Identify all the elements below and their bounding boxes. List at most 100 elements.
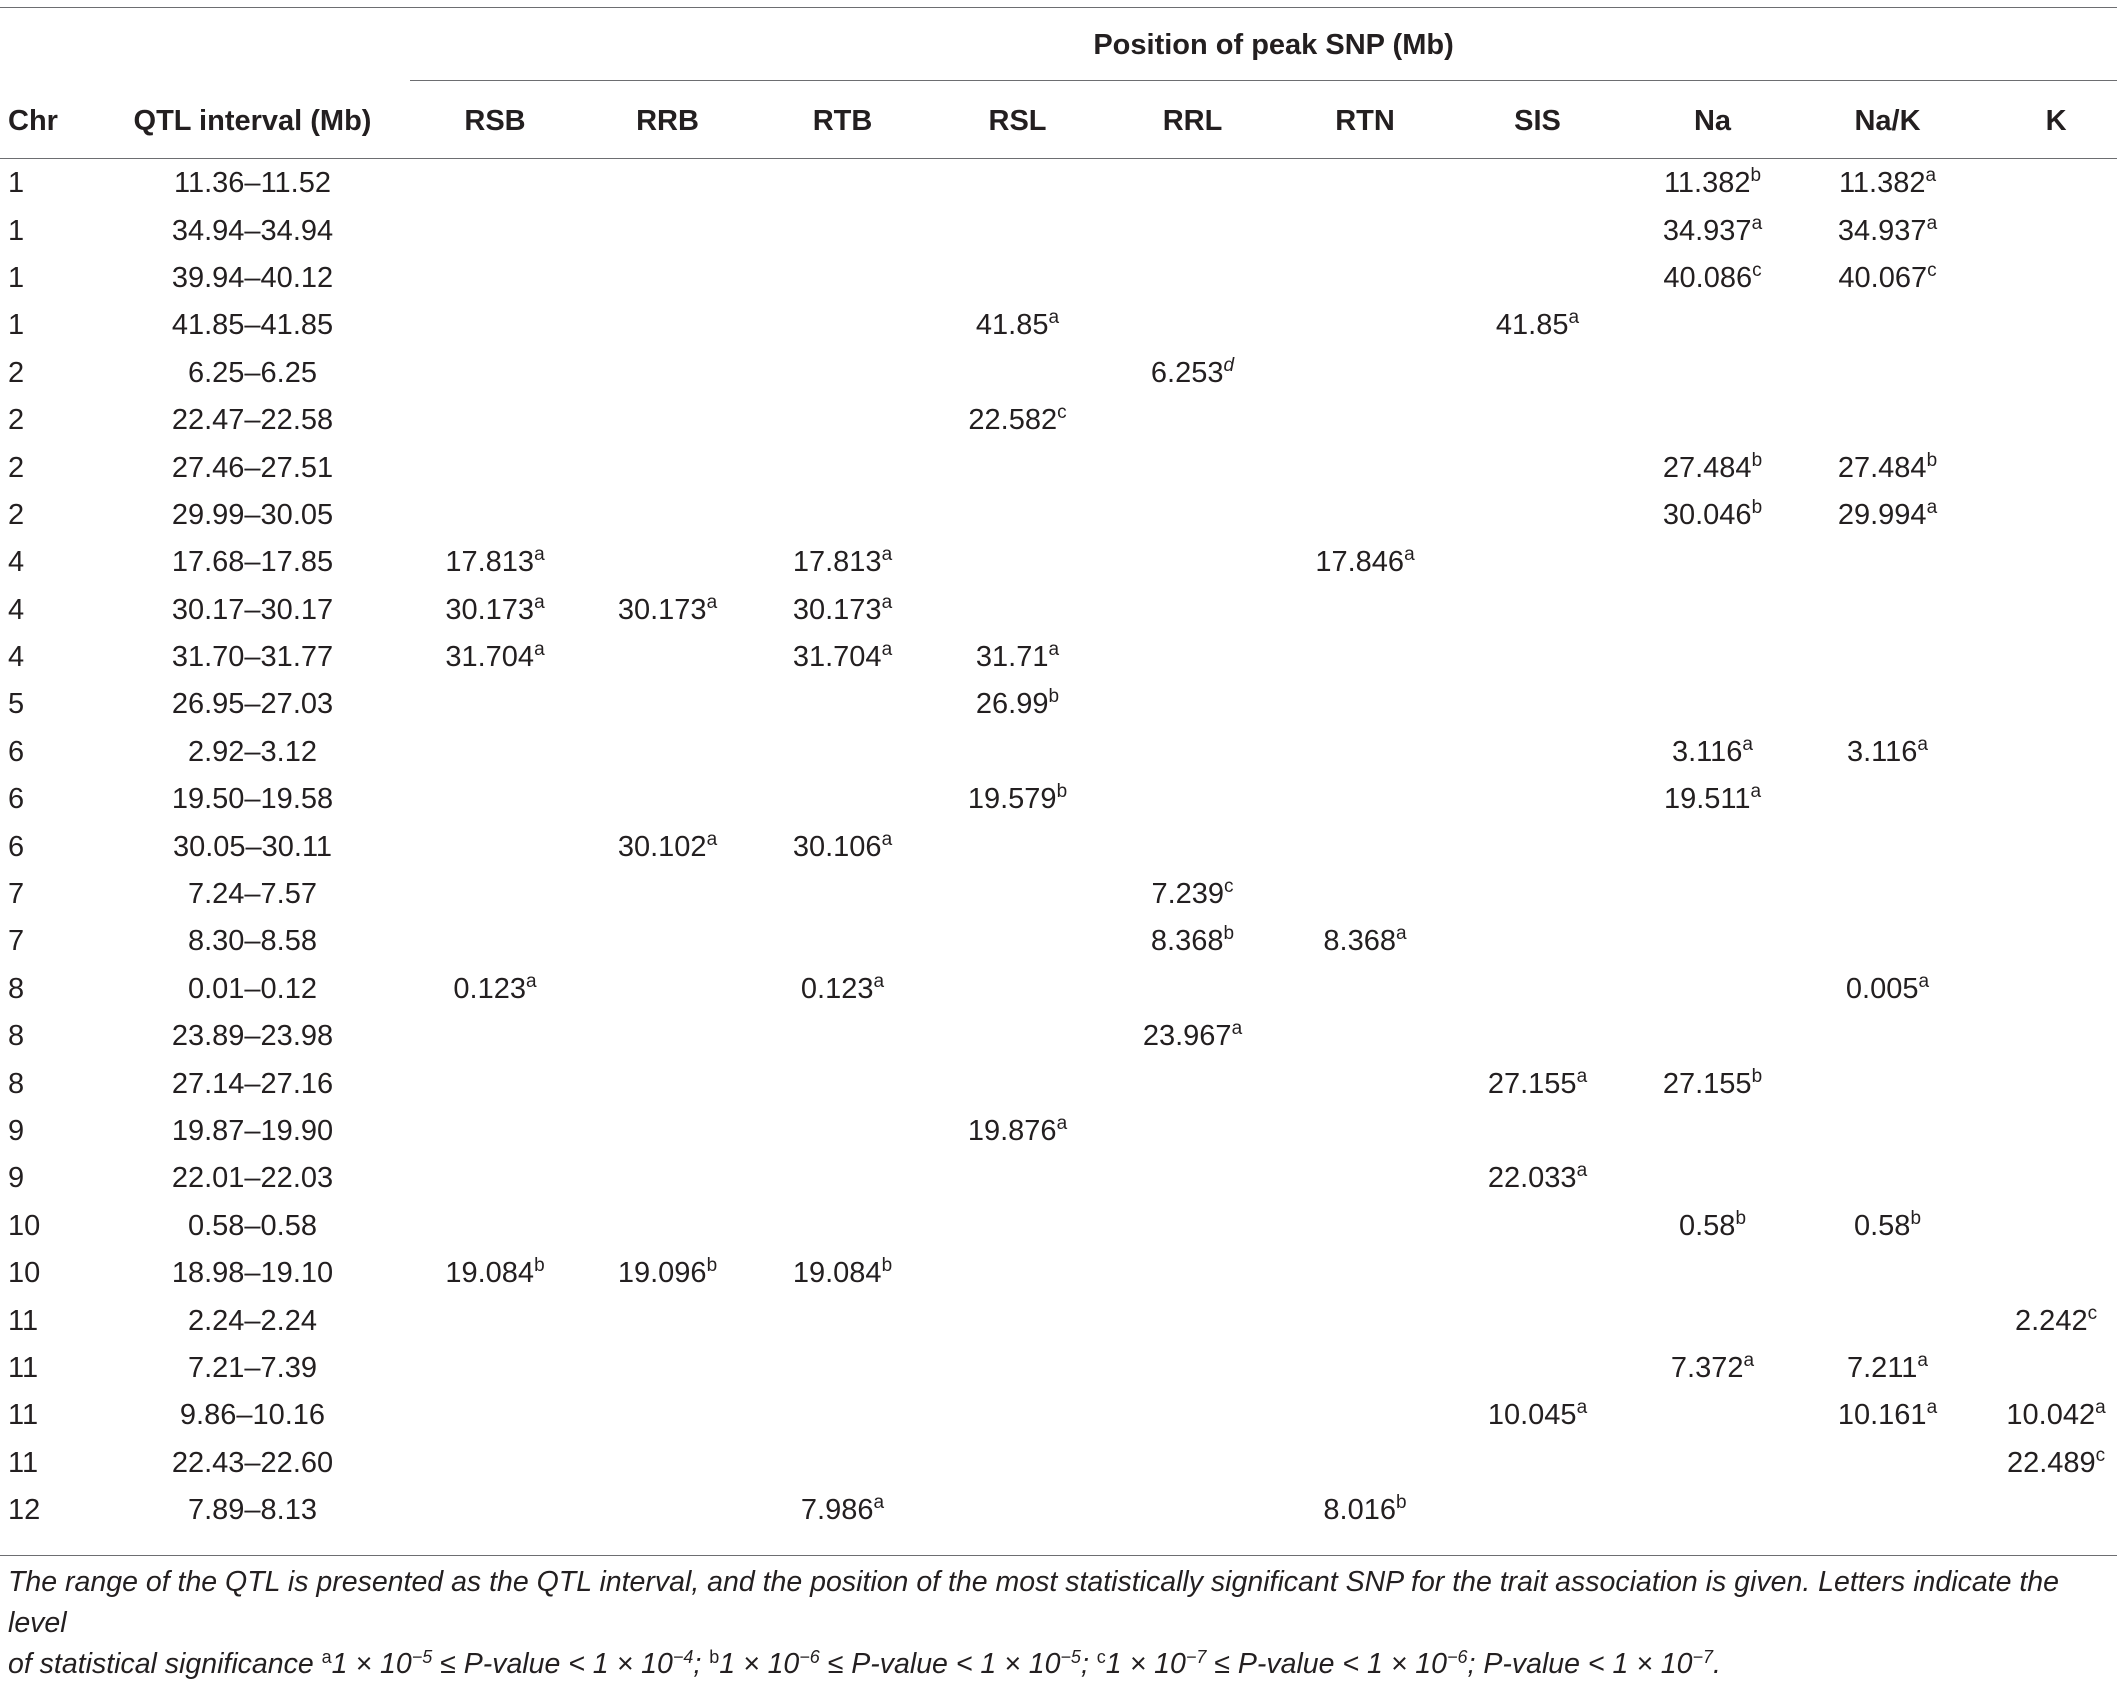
significance-letter: b [1056,781,1068,803]
table-row: 2 22.47–22.58 22.582c [0,397,2117,444]
cell-na [1625,1392,1800,1439]
cell-rsl [930,350,1105,397]
cell-rtn [1280,966,1450,1013]
significance-letter: a [1926,1397,1938,1419]
cell-qtl-interval: 27.14–27.16 [171,1067,334,1100]
cell-rrl [1105,823,1280,870]
significance-letter: c [1927,259,1937,281]
cell-rrl [1105,1250,1280,1297]
significance-letter: a [534,639,545,661]
significance-letter: a [1918,970,1930,992]
cell-na [1625,539,1800,586]
cell-rtb [755,776,930,823]
cell-sis [1450,1487,1625,1534]
cell-rrl [1105,634,1280,681]
significance-letter: a [1742,733,1753,755]
significance-letter: a [534,591,545,613]
significance-letter: b [1910,1207,1922,1229]
cell-chr: 11 [8,1304,39,1337]
cell-rsl [930,160,1105,207]
cell-rsl [930,587,1105,634]
table-row: 1 39.94–40.12 40.086c 40.067c [0,255,2117,302]
cell-rrb [580,1013,755,1060]
cell-nak [1800,1013,1975,1060]
cell-sis [1450,207,1625,254]
span-header-rule [410,80,2117,81]
cell-rtn [1280,1013,1450,1060]
cell-nak [1800,871,1975,918]
cell-rsb [410,1392,580,1439]
cell-rtb [755,1155,930,1202]
cell-rrl [1105,397,1280,444]
cell-rsl [930,539,1105,586]
cell-k [1975,492,2117,539]
cell-rrb [580,918,755,965]
cell-rtn [1280,1345,1450,1392]
cell-rsb [410,871,580,918]
cell-qtl-interval: 11.36–11.52 [174,167,331,200]
cell-rrb [580,1203,755,1250]
cell-rtb [755,1203,930,1250]
significance-letter: c [2087,1302,2098,1324]
column-header-row: Chr QTL interval (Mb) RSB RRB RTB RSL RRL RTN SI… [0,82,2117,160]
cell-rrl [1105,160,1280,207]
cell-k [1975,966,2117,1013]
cell-sis: 22.033a [1487,1160,1588,1195]
cell-qtl-interval: 18.98–19.10 [171,1257,334,1290]
cell-chr: 1 [8,309,25,342]
cell-chr: 6 [8,830,25,863]
cell-k [1975,539,2117,586]
cell-nak [1800,587,1975,634]
cell-nak [1800,350,1975,397]
cell-na [1625,823,1800,870]
cell-rrl [1105,776,1280,823]
table-row: 6 19.50–19.58 19.579b 19.511a [0,776,2117,823]
table-row: 1 11.36–11.52 11.382b 11.382a [0,160,2117,207]
cell-k [1975,823,2117,870]
significance-letter: a [881,544,893,566]
cell-rsl: 19.876a [967,1113,1068,1147]
column-header-rtb: RTB [812,104,873,137]
significance-letter: b [1926,449,1938,471]
cell-rrb [580,350,755,397]
cell-rsl [930,823,1105,870]
significance-letter: a [526,970,537,992]
cell-na: 27.155b [1662,1065,1763,1100]
cell-rrl: 6.253d [1150,354,1235,389]
significance-letter: a [1048,307,1060,329]
cell-k [1975,918,2117,965]
cell-sis [1450,587,1625,634]
cell-nak [1800,681,1975,728]
cell-rsb [410,444,580,491]
table-row: 8 27.14–27.16 27.155a 27.155b [0,1060,2117,1107]
cell-rtn [1280,444,1450,491]
cell-na: 34.937a [1662,212,1763,247]
table-row: 1 34.94–34.94 34.937a 34.937a [0,207,2117,254]
cell-sis [1450,918,1625,965]
cell-k [1975,1108,2117,1155]
significance-letter: a [873,1492,885,1514]
cell-k [1975,1487,2117,1534]
cell-rsb [410,1203,580,1250]
cell-sis [1450,1013,1625,1060]
cell-nak: 40.067c [1838,259,1937,294]
table-row: 6 30.05–30.11 30.102a 30.106a [0,823,2117,870]
cell-sis [1450,1345,1625,1392]
cell-nak [1800,776,1975,823]
cell-rrl [1105,1487,1280,1534]
cell-rsb [410,160,580,207]
cell-nak: 0.58b [1853,1207,1922,1242]
cell-qtl-interval: 22.43–22.60 [171,1446,334,1479]
cell-rsl: 19.579b [967,781,1068,816]
cell-chr: 8 [8,1067,25,1100]
significance-letter: b [1750,165,1762,187]
cell-na [1625,871,1800,918]
cell-rsl [930,1345,1105,1392]
cell-rsb: 0.123a [453,970,537,1005]
cell-rtb [755,1345,930,1392]
cell-qtl-interval: 34.94–34.94 [171,214,334,247]
significance-letter: b [534,1255,545,1277]
cell-sis [1450,1297,1625,1344]
cell-nak [1800,918,1975,965]
cell-rtn [1280,1203,1450,1250]
